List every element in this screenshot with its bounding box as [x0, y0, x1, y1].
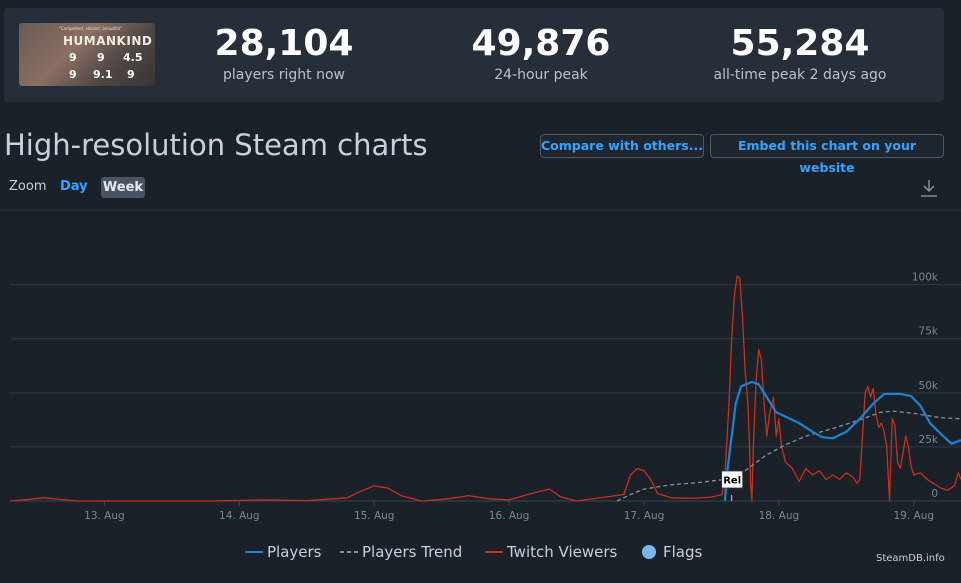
x-tick-label: 18. Aug — [759, 510, 800, 522]
stat-value: 28,104 — [214, 23, 354, 64]
series-line-players — [723, 380, 961, 502]
legend-item-twitch-viewers[interactable]: Twitch Viewers — [485, 543, 617, 561]
legend-item-players-trend[interactable]: Players Trend — [340, 543, 462, 561]
chart-credit: SteamDB.info — [876, 553, 945, 564]
embed-chart-button[interactable]: Embed this chart on your website — [710, 134, 944, 175]
x-tick-label: 13. Aug — [84, 510, 125, 522]
stat-24h-peak: 49,876 24-hour peak — [451, 22, 631, 84]
stat-value: 49,876 — [471, 23, 611, 64]
legend-marker — [245, 551, 263, 553]
x-tick-label: 16. Aug — [489, 510, 530, 522]
x-tick-label: 15. Aug — [354, 510, 395, 522]
legend-marker — [340, 551, 358, 553]
y-tick-label: 75k — [919, 326, 939, 338]
stat-label: 24-hour peak — [494, 67, 588, 83]
stat-label: all-time peak 2 days ago — [713, 67, 887, 83]
zoom-day-button[interactable]: Day — [60, 179, 88, 194]
y-tick-label: 0 — [931, 488, 938, 500]
legend-label: Players Trend — [362, 543, 463, 561]
chart-gridlines — [10, 284, 961, 502]
page-title: High-resolution Steam charts — [4, 128, 428, 162]
legend-marker-circle — [642, 545, 656, 559]
capsule-score: 9.1 — [93, 68, 113, 81]
legend-marker — [642, 545, 656, 559]
capsule-score: 9 — [127, 68, 135, 81]
zoom-label: Zoom — [9, 179, 47, 194]
chart-series — [9, 275, 961, 502]
capsule-tagline: "Competent, vibrant, beautiful" — [59, 26, 122, 31]
x-tick-label: 17. Aug — [624, 510, 665, 522]
x-axis-ticks: 13. Aug 14. Aug 15. Aug 16. Aug 17. Aug 18. A… — [84, 501, 934, 522]
stat-value: 55,284 — [730, 23, 870, 64]
capsule-score: 4.5 — [123, 51, 143, 64]
legend-label: Flags — [663, 543, 703, 561]
zoom-week-button[interactable]: Week — [101, 177, 145, 198]
compare-button[interactable]: Compare with others... — [540, 134, 704, 158]
capsule-score: 9 — [97, 51, 105, 64]
y-tick-label: 50k — [919, 380, 939, 392]
flag-label: Rel — [723, 476, 741, 487]
legend-item-players[interactable]: Players — [245, 543, 322, 561]
release-flag[interactable]: Rel — [721, 470, 744, 501]
stats-panel: "Competent, vibrant, beautiful" HUMANKIN… — [4, 8, 944, 102]
capsule-score: 9 — [69, 51, 77, 64]
legend-label: Twitch Viewers — [507, 543, 618, 561]
capsule-logo: HUMANKIND — [63, 34, 153, 48]
y-tick-label: 25k — [919, 434, 939, 446]
y-axis-ticks: 0 25k 50k 75k 100k — [912, 272, 939, 500]
capsule-score: 9 — [69, 68, 77, 81]
y-tick-label: 100k — [912, 272, 939, 284]
x-tick-label: 14. Aug — [219, 510, 260, 522]
stat-label: players right now — [223, 67, 345, 83]
legend-label: Players — [267, 543, 322, 561]
flag-box — [721, 470, 744, 489]
stat-all-time-peak: 55,284 all-time peak 2 days ago — [690, 22, 910, 84]
stat-players-now: 28,104 players right now — [194, 22, 374, 84]
x-tick-label: 19. Aug — [894, 510, 935, 522]
legend-item-flags[interactable]: Flags — [641, 543, 702, 561]
download-icon[interactable] — [918, 177, 940, 199]
series-line-players-trend — [616, 410, 961, 502]
series-line-twitch-viewers — [9, 275, 961, 502]
game-capsule-image[interactable]: "Competent, vibrant, beautiful" HUMANKIN… — [19, 23, 155, 86]
legend-marker — [485, 551, 503, 553]
player-count-chart[interactable]: 0 25k 50k 75k 100k 13. Aug 14. Aug 15. Aug 16. … — [0, 205, 961, 525]
